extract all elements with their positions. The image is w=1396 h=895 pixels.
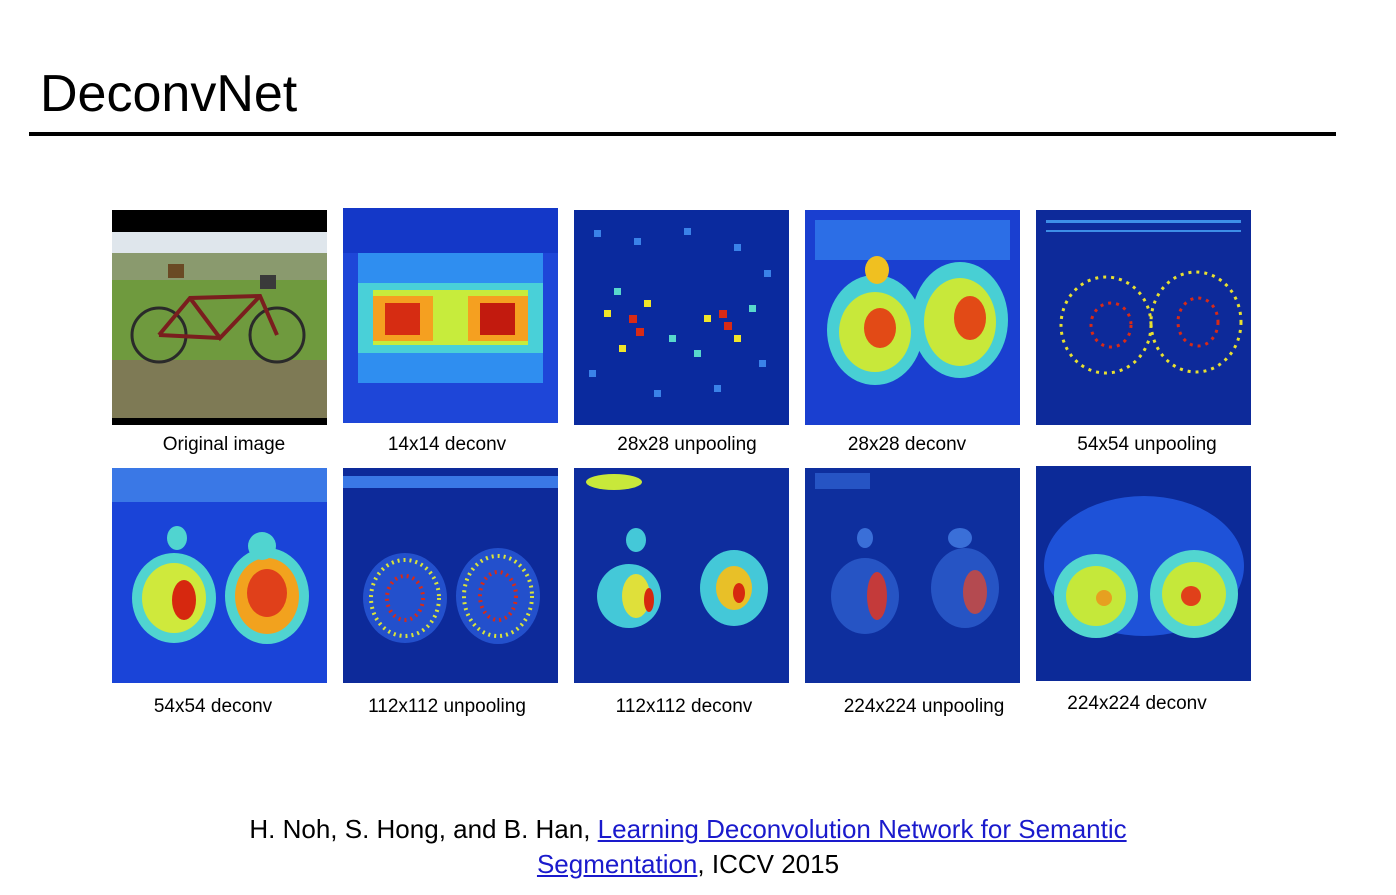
caption-28x28-deconv: 28x28 deconv — [847, 434, 967, 455]
caption-28x28-unpooling: 28x28 unpooling — [617, 434, 757, 455]
heatmap-14x14-deconv — [343, 208, 558, 423]
caption-224x224-unpooling: 224x224 unpooling — [843, 696, 1005, 717]
caption-54x54-deconv: 54x54 deconv — [153, 696, 273, 717]
slide-title: DeconvNet — [40, 65, 298, 123]
title-rule — [29, 132, 1336, 136]
citation-authors: H. Noh, S. Hong, and B. Han, — [249, 814, 598, 844]
paper-link-part1[interactable]: Learning Deconvolution Network for Seman… — [597, 814, 1127, 844]
original-image-photo — [112, 210, 327, 425]
caption-112x112-unpooling: 112x112 unpooling — [368, 696, 526, 717]
caption-54x54-unpooling: 54x54 unpooling — [1077, 434, 1217, 455]
citation: H. Noh, S. Hong, and B. Han, Learning De… — [0, 812, 1376, 882]
caption-original-image: Original image — [162, 434, 286, 455]
caption-224x224-deconv: 224x224 deconv — [1067, 693, 1207, 714]
heatmap-28x28-deconv — [805, 210, 1020, 425]
paper-link-part2[interactable]: Segmentation — [536, 849, 698, 879]
caption-112x112-deconv: 112x112 deconv — [615, 696, 753, 717]
heatmap-28x28-unpooling — [574, 210, 789, 425]
caption-14x14-deconv: 14x14 deconv — [387, 434, 507, 455]
heatmap-112x112-unpooling — [343, 468, 558, 683]
heatmap-112x112-deconv — [574, 468, 789, 683]
heatmap-54x54-deconv — [112, 468, 327, 683]
heatmap-224x224-unpooling — [805, 468, 1020, 683]
heatmap-54x54-unpooling — [1036, 210, 1251, 425]
citation-venue: , ICCV 2015 — [697, 849, 840, 879]
heatmap-224x224-deconv — [1036, 466, 1251, 681]
